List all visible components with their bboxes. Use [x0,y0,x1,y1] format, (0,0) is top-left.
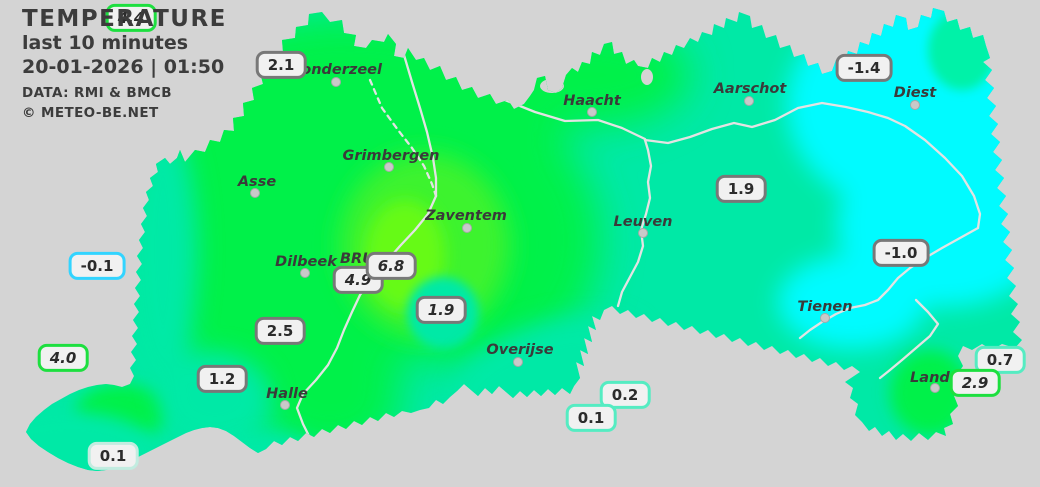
river-demer [643,101,982,230]
temp-badge: 2.5 [254,316,306,346]
temp-badge: 4.0 [37,343,89,373]
city-dot [250,188,260,198]
river-lines [295,26,982,471]
city-dot [300,268,310,278]
temp-badge: -1.0 [872,238,930,268]
temp-badge: 2.1 [255,50,307,80]
city-dot [331,77,341,87]
temp-badge: 1.9 [415,295,467,325]
city-dot [930,383,940,393]
border-dashed [368,78,438,198]
river-kleine-gete [878,298,940,380]
temp-badge: 1.2 [196,364,248,394]
city-dot [513,357,523,367]
temp-badge: 2.9 [949,368,1001,398]
city-dot [384,162,394,172]
temp-badge: 1.9 [715,174,767,204]
temp-badge: 4.4 [105,3,157,33]
temp-badge: 0.7 [974,345,1026,375]
canal-north [396,26,438,198]
city-dot [910,100,920,110]
city-dot [462,223,472,233]
city-dot [587,107,597,117]
temp-badge: 0.1 [565,403,617,433]
temp-badge: 6.8 [365,251,417,281]
city-dot [280,400,290,410]
river-dijle-north [498,96,647,141]
city-dots [250,77,940,410]
river-dijle [616,138,653,308]
temp-badge: -1.4 [835,53,893,83]
city-dot [820,313,830,323]
temp-badge: -0.1 [68,251,126,281]
city-dot [744,96,754,106]
temp-badge: 0.1 [87,441,139,471]
city-dot [638,228,648,238]
